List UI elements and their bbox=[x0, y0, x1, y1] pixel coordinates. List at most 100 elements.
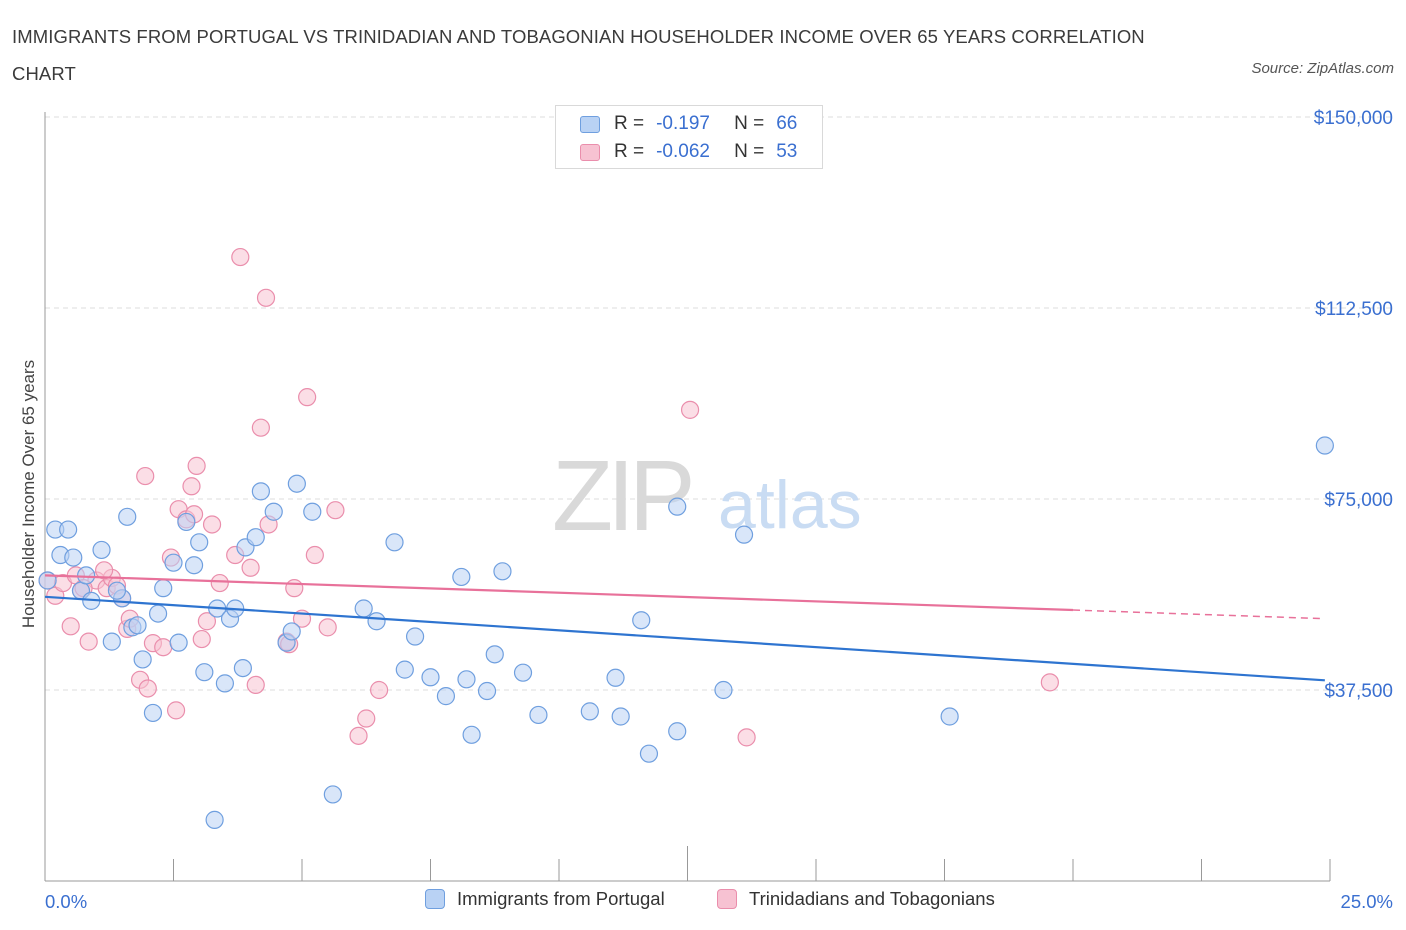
data-point-portugal bbox=[477, 681, 497, 701]
data-point-trinidadians bbox=[326, 501, 345, 520]
data-point-trinidadians bbox=[251, 418, 270, 437]
watermark: ZIP atlas bbox=[552, 440, 862, 552]
data-point-trinidadians bbox=[305, 545, 324, 565]
data-point-trinidadians bbox=[138, 679, 157, 698]
legend-item-portugal[interactable]: Immigrants from Portugal bbox=[425, 888, 665, 910]
data-point-portugal bbox=[485, 645, 504, 664]
data-point-trinidadians bbox=[737, 728, 756, 747]
source-label: Source: ZipAtlas.com bbox=[1251, 60, 1394, 77]
data-point-trinidadians bbox=[370, 680, 389, 700]
data-point-trinidadians bbox=[79, 632, 98, 651]
data-point-portugal bbox=[462, 725, 481, 744]
legend-n-label: N = bbox=[734, 113, 765, 134]
y-tick-label: $150,000 bbox=[1314, 108, 1393, 129]
data-point-portugal bbox=[436, 687, 456, 706]
data-point-trinidadians bbox=[349, 726, 368, 745]
data-point-portugal bbox=[251, 482, 270, 501]
trendline-portugal bbox=[44, 595, 1325, 682]
data-point-portugal bbox=[395, 660, 414, 679]
data-point-portugal bbox=[143, 703, 163, 723]
data-point-portugal bbox=[457, 670, 476, 689]
data-point-portugal bbox=[493, 562, 512, 581]
legend-swatch-blue bbox=[580, 115, 600, 133]
data-point-trinidadians bbox=[136, 466, 155, 486]
data-point-portugal bbox=[1315, 436, 1334, 455]
data-point-trinidadians bbox=[241, 558, 260, 577]
data-point-portugal bbox=[529, 705, 548, 725]
watermark-zip: ZIP bbox=[552, 440, 691, 552]
data-point-portugal bbox=[632, 611, 651, 630]
legend-label-portugal: Immigrants from Portugal bbox=[457, 888, 665, 909]
chart-title: IMMIGRANTS FROM PORTUGAL VS TRINIDADIAN … bbox=[12, 26, 1145, 84]
data-point-portugal bbox=[133, 650, 152, 669]
data-point-portugal bbox=[405, 627, 425, 646]
legend-r-value: -0.197 bbox=[656, 113, 710, 134]
axis-layer bbox=[44, 112, 1331, 882]
x-tick-label-min: 0.0% bbox=[45, 891, 87, 912]
legend-swatch-pink bbox=[580, 143, 600, 161]
trendline-trinidadians bbox=[44, 574, 1074, 612]
legend-n-value: 53 bbox=[776, 141, 798, 162]
data-point-portugal bbox=[639, 744, 659, 763]
data-point-portugal bbox=[668, 722, 687, 741]
data-point-portugal bbox=[205, 810, 224, 829]
legend-r-label: R = bbox=[614, 113, 645, 134]
data-point-trinidadians bbox=[357, 709, 376, 728]
data-point-portugal bbox=[452, 567, 471, 587]
data-point-portugal bbox=[734, 525, 754, 544]
data-point-trinidadians bbox=[202, 515, 222, 534]
data-point-portugal bbox=[303, 502, 322, 521]
legend-swatch-blue bbox=[425, 889, 445, 909]
legend-r-value: -0.062 bbox=[656, 141, 710, 162]
data-point-trinidadians bbox=[680, 400, 700, 419]
data-point-portugal bbox=[148, 604, 168, 623]
legend-n-label: N = bbox=[734, 141, 765, 162]
data-point-portugal bbox=[128, 616, 147, 635]
data-point-trinidadians bbox=[95, 561, 114, 580]
legend-swatch-pink bbox=[717, 889, 737, 909]
y-tick-label: $37,500 bbox=[1324, 681, 1393, 702]
data-point-trinidadians bbox=[256, 288, 276, 307]
x-tick-label-max: 25.0% bbox=[1341, 891, 1393, 912]
data-point-portugal bbox=[611, 707, 630, 726]
data-point-trinidadians bbox=[285, 579, 304, 598]
series-portugal-points bbox=[38, 436, 1334, 829]
data-point-portugal bbox=[118, 507, 137, 526]
data-point-portugal bbox=[606, 668, 625, 687]
data-point-portugal bbox=[421, 668, 440, 687]
data-point-portugal bbox=[367, 612, 386, 631]
data-point-portugal bbox=[385, 533, 404, 552]
series-trinidadians-points bbox=[38, 247, 1059, 747]
legend-item-trinidadians[interactable]: Trinidadians and Tobagonians bbox=[717, 888, 995, 910]
y-tick-label: $75,000 bbox=[1324, 490, 1393, 511]
data-point-trinidadians bbox=[246, 675, 265, 695]
trendline-trinidadians-extension bbox=[1072, 609, 1325, 620]
data-point-trinidadians bbox=[318, 618, 337, 637]
data-point-trinidadians bbox=[231, 247, 250, 267]
data-point-portugal bbox=[102, 632, 121, 651]
data-point-trinidadians bbox=[166, 701, 186, 720]
legend-r-label: R = bbox=[614, 141, 645, 162]
data-point-trinidadians bbox=[154, 638, 173, 657]
data-point-portugal bbox=[580, 702, 599, 721]
data-point-portugal bbox=[164, 553, 183, 572]
data-point-portugal bbox=[190, 533, 209, 552]
correlation-legend: R = -0.197 N = 66 R = -0.062 N = 53 bbox=[555, 105, 823, 169]
data-point-portugal bbox=[233, 658, 252, 678]
grid-layer bbox=[45, 116, 1395, 691]
data-point-portugal bbox=[184, 556, 204, 575]
legend-label-trinidadians: Trinidadians and Tobagonians bbox=[749, 888, 995, 909]
legend-row-trinidadians: R = -0.062 N = 53 bbox=[580, 140, 797, 164]
data-point-trinidadians bbox=[61, 617, 80, 636]
data-point-portugal bbox=[195, 663, 214, 682]
data-point-portugal bbox=[64, 548, 83, 567]
data-point-trinidadians bbox=[187, 456, 206, 475]
data-point-trinidadians bbox=[197, 612, 217, 631]
legend-row-portugal: R = -0.197 N = 66 bbox=[580, 112, 797, 136]
data-point-portugal bbox=[287, 474, 306, 493]
data-point-portugal bbox=[714, 680, 733, 700]
data-point-portugal bbox=[92, 540, 111, 560]
data-point-trinidadians bbox=[210, 573, 229, 593]
data-point-portugal bbox=[246, 528, 265, 547]
data-point-portugal bbox=[264, 502, 283, 521]
